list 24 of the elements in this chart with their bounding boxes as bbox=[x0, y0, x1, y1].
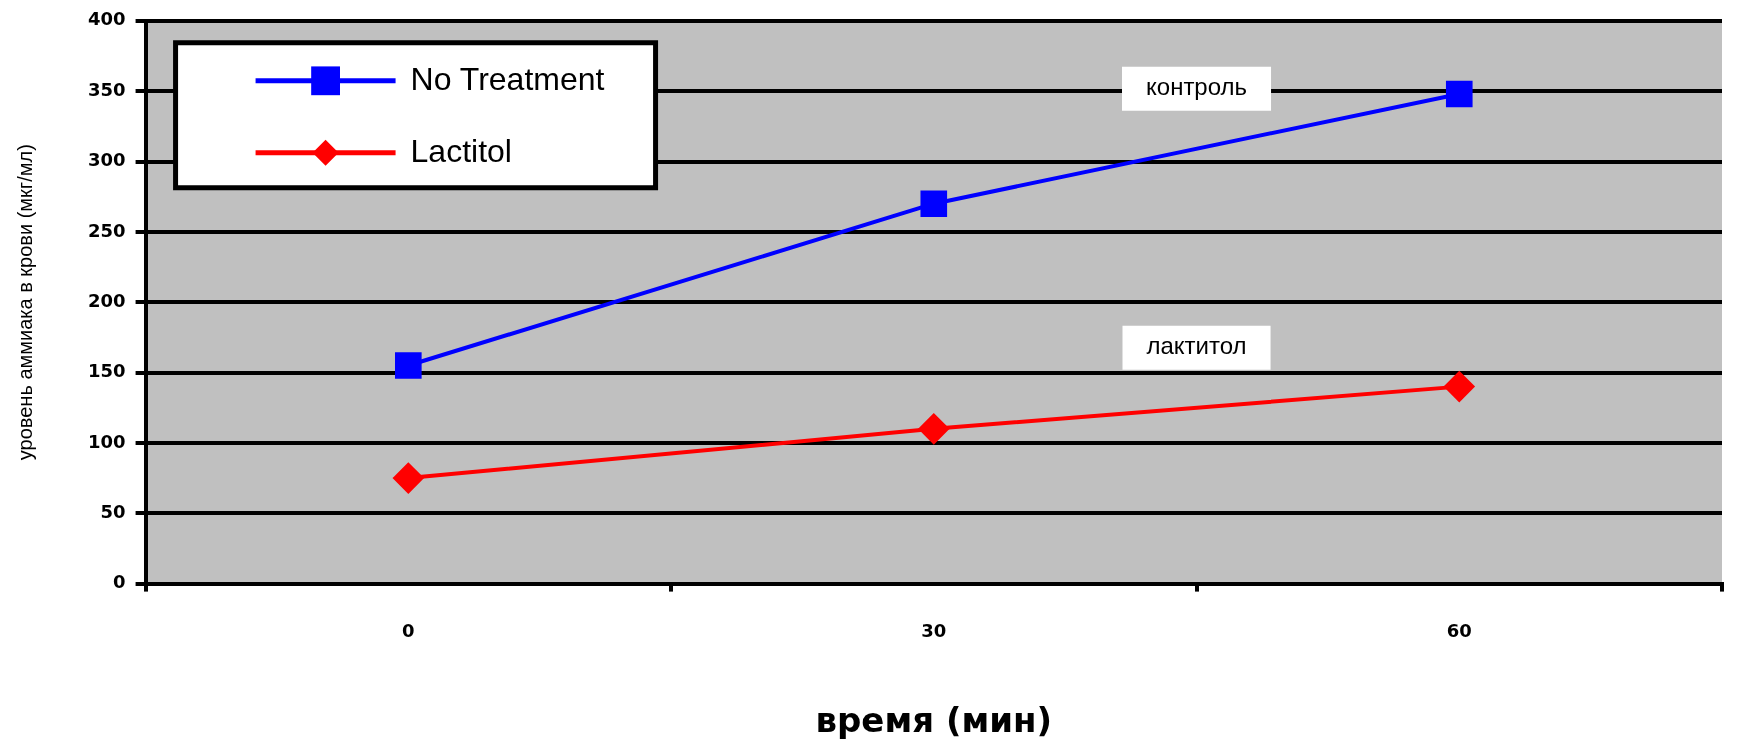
y-tick-label: 350 bbox=[88, 78, 126, 100]
point bbox=[395, 352, 422, 379]
x-axis-title: время (мин) bbox=[815, 700, 1053, 741]
legend-label: Lactitol bbox=[410, 132, 512, 169]
y-tick-label: 300 bbox=[88, 149, 126, 171]
x-tick-label: 30 bbox=[921, 620, 947, 642]
y-tick-label: 0 bbox=[113, 571, 126, 593]
y-tick-label: 250 bbox=[88, 219, 126, 241]
point bbox=[1444, 371, 1475, 402]
y-tick-label: 50 bbox=[100, 500, 126, 522]
y-axis-title: уровень аммиака в крови (мкг/мл) bbox=[13, 144, 36, 461]
x-tick-label: 0 bbox=[402, 620, 415, 642]
point bbox=[918, 413, 949, 444]
y-tick-label: 400 bbox=[88, 8, 126, 30]
annotation: контроль bbox=[1146, 73, 1248, 101]
y-tick-label: 150 bbox=[88, 360, 126, 382]
annotation: лактитол bbox=[1146, 332, 1247, 360]
point bbox=[920, 190, 948, 218]
y-tick-label: 100 bbox=[88, 430, 126, 452]
point bbox=[1445, 80, 1473, 108]
legend-label: No Treatment bbox=[410, 60, 605, 97]
x-tick-label: 60 bbox=[1446, 620, 1472, 642]
point bbox=[393, 463, 424, 494]
y-tick-label: 200 bbox=[88, 289, 126, 311]
